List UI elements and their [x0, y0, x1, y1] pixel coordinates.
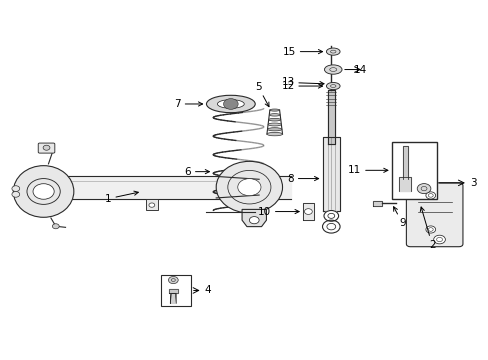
Ellipse shape [217, 100, 244, 108]
Polygon shape [402, 145, 407, 179]
Bar [146, 199, 158, 210]
Circle shape [43, 145, 50, 150]
Text: 6: 6 [184, 167, 209, 177]
Text: 12: 12 [281, 81, 322, 91]
Polygon shape [303, 203, 313, 220]
Ellipse shape [326, 82, 339, 90]
Ellipse shape [13, 166, 74, 217]
Text: 10: 10 [258, 207, 299, 217]
Circle shape [223, 99, 238, 109]
Polygon shape [168, 289, 177, 293]
Text: 11: 11 [347, 165, 387, 175]
Text: 14: 14 [353, 64, 366, 75]
Text: 2: 2 [420, 207, 434, 249]
Text: 1: 1 [105, 191, 138, 204]
Circle shape [149, 203, 155, 207]
Text: 15: 15 [283, 46, 322, 57]
Circle shape [249, 217, 259, 224]
Bar [160, 275, 190, 306]
Circle shape [416, 184, 430, 194]
Polygon shape [399, 177, 410, 192]
Text: 4: 4 [204, 285, 211, 296]
Circle shape [52, 224, 59, 229]
Circle shape [425, 192, 435, 199]
Circle shape [433, 235, 445, 244]
Ellipse shape [206, 95, 255, 113]
Polygon shape [327, 90, 334, 144]
Circle shape [322, 220, 339, 233]
Polygon shape [216, 176, 259, 198]
Polygon shape [322, 137, 339, 211]
Text: 13: 13 [281, 77, 324, 87]
Circle shape [33, 184, 54, 199]
Text: 9: 9 [393, 207, 405, 228]
Ellipse shape [267, 128, 282, 131]
Circle shape [304, 209, 312, 215]
Text: 7: 7 [174, 99, 202, 109]
FancyBboxPatch shape [38, 143, 55, 153]
Text: 5: 5 [254, 82, 268, 107]
Ellipse shape [216, 161, 282, 213]
Polygon shape [170, 293, 176, 303]
Circle shape [12, 192, 20, 197]
Polygon shape [242, 210, 266, 226]
Ellipse shape [269, 114, 280, 116]
FancyBboxPatch shape [406, 183, 462, 247]
Polygon shape [27, 176, 290, 199]
Ellipse shape [326, 48, 339, 55]
Ellipse shape [269, 109, 279, 111]
Circle shape [425, 226, 435, 233]
Polygon shape [372, 201, 381, 206]
Ellipse shape [267, 123, 281, 126]
Circle shape [324, 211, 338, 221]
Ellipse shape [324, 65, 341, 74]
Text: 8: 8 [287, 174, 318, 184]
Ellipse shape [266, 132, 282, 136]
Ellipse shape [268, 118, 280, 121]
Circle shape [237, 179, 261, 196]
Circle shape [12, 186, 20, 192]
Bar [391, 142, 436, 199]
Text: 3: 3 [469, 178, 475, 188]
Circle shape [168, 276, 178, 284]
